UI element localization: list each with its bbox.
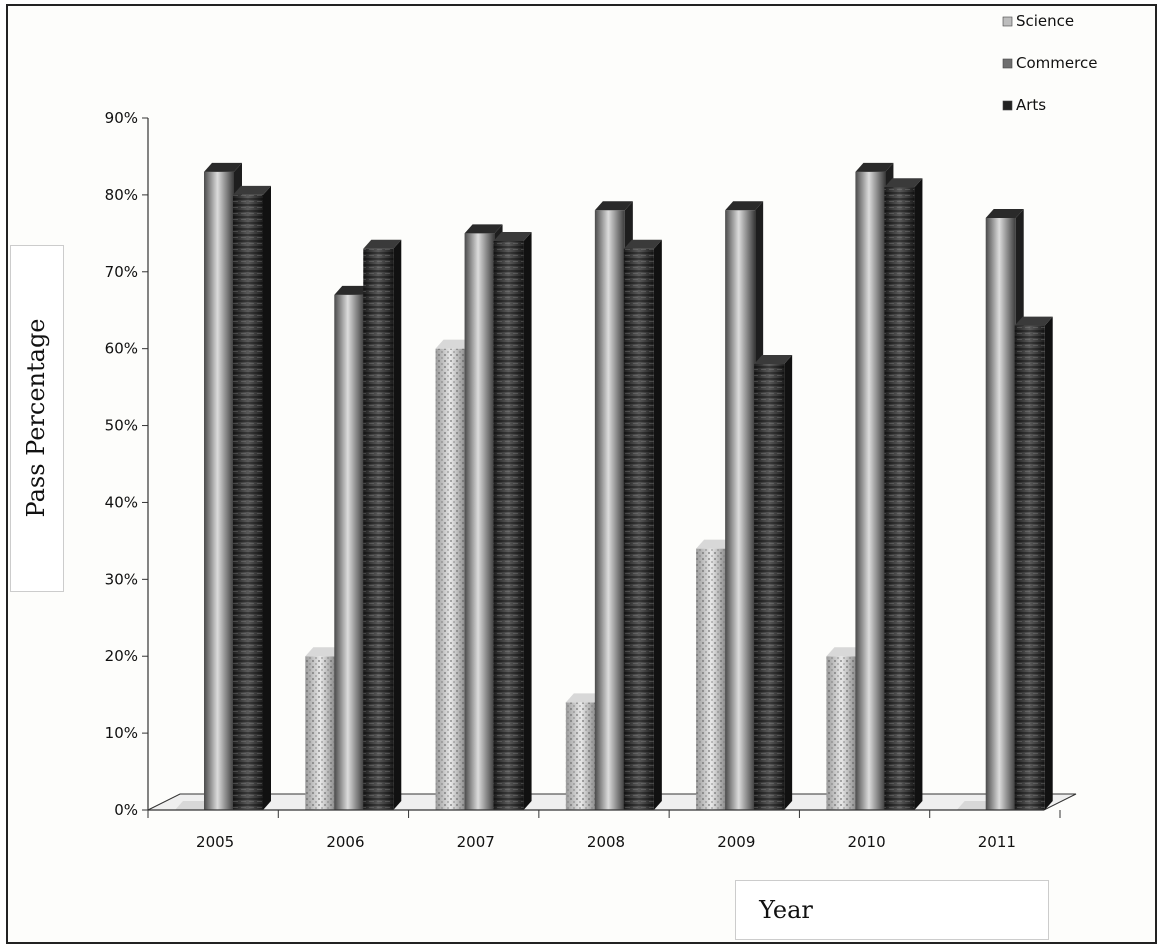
y-tick-label: 80%	[105, 186, 138, 204]
y-tick-label: 30%	[105, 570, 138, 588]
bar-science	[956, 801, 995, 810]
bar-side	[914, 178, 923, 810]
y-tick-label: 40%	[105, 493, 138, 511]
bar-top	[334, 285, 373, 295]
bar-texture	[435, 348, 466, 810]
bar-texture	[1014, 325, 1045, 810]
y-tick-label: 60%	[105, 340, 138, 358]
bar-texture	[754, 364, 785, 810]
bar-top	[305, 647, 344, 657]
y-tick-label: 70%	[105, 263, 138, 281]
bar-arts	[884, 178, 923, 810]
bar-arts	[363, 239, 402, 810]
bar-texture	[493, 241, 524, 810]
y-axis-title: Pass Percentage	[22, 318, 50, 517]
legend-label-science: Science	[1016, 12, 1074, 30]
bars	[175, 162, 1053, 811]
bar-science	[696, 539, 735, 810]
y-axis: 0% 10% 20% 30% 40% 50% 60% 70% 80% 90%	[105, 109, 149, 819]
bar-science	[175, 801, 213, 810]
bar-side	[1044, 316, 1053, 810]
x-tick-label: 2006	[326, 833, 364, 851]
bar-texture	[884, 187, 915, 810]
bar-texture	[826, 656, 857, 810]
bar-side	[263, 185, 271, 810]
legend: Science Commerce Arts	[1002, 12, 1097, 114]
bar-side	[653, 239, 662, 810]
bar-side	[523, 232, 532, 810]
bar-texture	[565, 702, 596, 810]
y-axis-title-box	[10, 245, 64, 592]
y-tick-label: 10%	[105, 724, 138, 742]
legend-label-arts: Arts	[1016, 96, 1046, 114]
y-tick-label: 0%	[114, 801, 138, 819]
bar-top	[594, 201, 633, 211]
x-tick-label: 2007	[457, 833, 495, 851]
bar-texture	[623, 248, 654, 810]
legend-swatch-commerce	[1002, 58, 1013, 69]
bar-arts	[754, 355, 793, 810]
bar-arts	[233, 185, 271, 810]
legend-swatch-science	[1002, 16, 1013, 27]
bar-front	[985, 217, 1016, 810]
x-tick-label: 2011	[978, 833, 1016, 851]
bar-texture	[233, 194, 263, 810]
bar-top	[233, 185, 271, 195]
bar-front	[464, 233, 495, 811]
bar-science	[826, 647, 865, 810]
bar-side	[784, 355, 793, 810]
bar-arts	[493, 232, 532, 810]
bar-top	[623, 239, 662, 249]
bar-texture	[696, 548, 727, 810]
bar-top	[826, 647, 865, 657]
bar-top	[754, 355, 793, 365]
bar-side	[393, 239, 402, 810]
x-axis: 2005 2006 2007 2008 2009 2010 2011	[147, 809, 1061, 851]
bar-top	[855, 162, 894, 172]
bar-top	[725, 201, 764, 211]
bar-texture	[363, 248, 394, 810]
bar-top	[985, 208, 1024, 218]
x-tick-label: 2008	[587, 833, 625, 851]
bar-top	[565, 693, 604, 703]
bar-top	[1014, 316, 1053, 326]
bar-top	[956, 801, 995, 810]
bar-top	[175, 801, 213, 810]
bar-top	[464, 224, 503, 234]
bar-top	[435, 339, 474, 349]
y-tick-label: 90%	[105, 109, 138, 127]
bar-top	[363, 239, 402, 249]
bar-top	[204, 162, 242, 172]
bar-top	[493, 232, 532, 242]
y-tick-label: 50%	[105, 417, 138, 435]
bar-front	[334, 294, 365, 810]
x-tick-label: 2005	[196, 833, 234, 851]
bar-front	[594, 210, 625, 810]
x-axis-title-box	[735, 880, 1049, 940]
bar-top	[696, 539, 735, 549]
y-tick-label: 20%	[105, 647, 138, 665]
bar-arts	[1014, 316, 1053, 810]
bar-front	[204, 171, 234, 811]
legend-label-commerce: Commerce	[1016, 54, 1097, 72]
x-tick-label: 2009	[717, 833, 755, 851]
bar-front	[725, 210, 756, 810]
legend-swatch-arts	[1002, 100, 1013, 111]
bar-arts	[623, 239, 662, 810]
bar-top	[884, 178, 923, 188]
x-axis-title: Year	[758, 896, 813, 924]
bar-front	[855, 171, 886, 811]
bar-texture	[305, 656, 336, 810]
x-tick-label: 2010	[847, 833, 885, 851]
